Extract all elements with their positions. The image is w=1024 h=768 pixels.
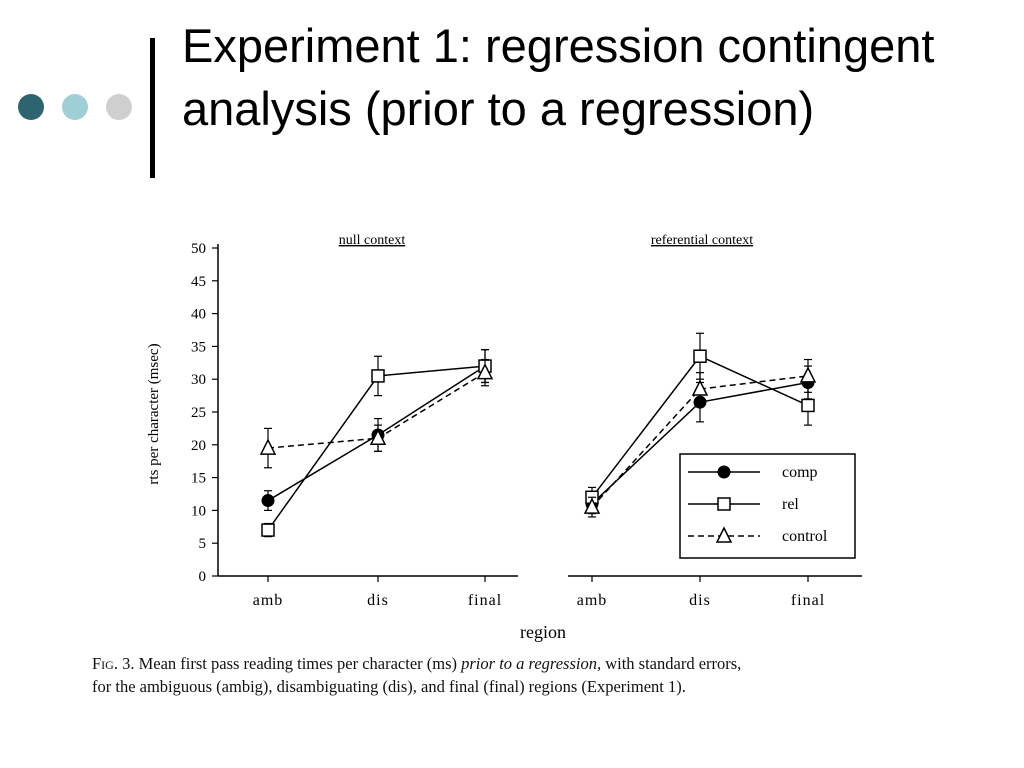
y-tick-label: 0	[199, 569, 207, 585]
series-control	[583, 358, 817, 518]
x-tick-label: final	[791, 592, 825, 609]
caption-text-1a: Mean first pass reading times per charac…	[138, 654, 458, 673]
x-tick-label: dis	[689, 592, 711, 609]
data-point-control	[799, 366, 817, 383]
legend-box	[679, 453, 856, 559]
data-point-rel	[371, 369, 385, 383]
data-point-rel	[801, 398, 815, 413]
x-tick-label: dis	[367, 592, 389, 609]
legend-label-control: control	[782, 528, 828, 545]
y-tick-label: 25	[191, 405, 206, 421]
legend: comp rel control	[679, 453, 856, 559]
legend-label-rel: rel	[782, 496, 799, 513]
y-tick-label: 50	[191, 241, 206, 257]
data-point-control	[369, 428, 387, 445]
x-tick-label: amb	[253, 592, 284, 609]
data-point-comp	[261, 494, 275, 508]
title-divider	[150, 38, 155, 178]
chart-figure: rts per character (msec) region 0 5 10 15 20…	[146, 233, 862, 642]
series-control	[259, 358, 494, 469]
slide-title: Experiment 1: regression contingent anal…	[182, 19, 935, 135]
chart-panel-1: null context amb dis final	[218, 233, 518, 609]
chart-panel-2: referential context amb dis final	[568, 233, 862, 609]
y-tick-label: 5	[199, 536, 207, 552]
y-tick-label: 20	[191, 438, 206, 454]
caption-line-2: for the ambiguous (ambig), disambiguatin…	[92, 677, 686, 696]
figure-caption: Fig. 3. Mean first pass reading times pe…	[92, 652, 972, 698]
legend-label-comp: comp	[782, 464, 818, 481]
data-point-rel	[693, 349, 707, 363]
y-tick-label: 35	[191, 339, 206, 355]
x-tick-label: final	[468, 592, 502, 609]
y-tick-label: 10	[191, 503, 206, 519]
y-tick-label: 40	[191, 307, 206, 323]
data-point-rel	[261, 523, 275, 537]
panel-title: referential context	[651, 233, 753, 248]
caption-line-1: Fig. 3. Mean first pass reading times pe…	[92, 652, 972, 675]
y-axis: 0 5 10 15 20 25 30 35 40 45 50	[191, 241, 219, 585]
bullet-dot-teal	[62, 94, 88, 120]
data-point-control	[691, 379, 709, 396]
caption-text-1-emphasis: prior to a regression,	[461, 654, 602, 673]
data-point-control	[476, 362, 494, 380]
series-line-rel	[267, 365, 486, 531]
y-axis-label: rts per character (msec)	[146, 343, 162, 484]
bullet-dot-dark	[18, 94, 44, 120]
caption-fig-label: Fig. 3.	[92, 654, 135, 673]
bullet-dots	[18, 94, 138, 122]
legend-marker-rel	[717, 497, 731, 511]
data-point-control	[583, 497, 601, 514]
x-axis-label: region	[520, 622, 566, 642]
y-tick-label: 30	[191, 372, 206, 388]
x-tick-label: amb	[577, 592, 608, 609]
panel-title: null context	[339, 233, 406, 248]
bullet-dot-gray	[106, 94, 132, 120]
y-tick-label: 45	[191, 274, 206, 290]
data-point-control	[259, 438, 277, 455]
legend-marker-comp	[717, 465, 731, 479]
caption-text-1b: with standard errors,	[605, 654, 742, 673]
legend-marker-control	[715, 526, 733, 543]
y-tick-label: 15	[191, 471, 206, 487]
